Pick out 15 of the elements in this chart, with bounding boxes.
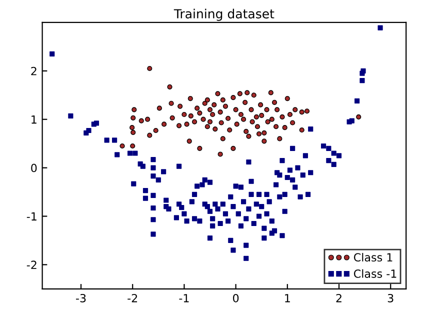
x-tick-label: 1 (285, 294, 290, 302)
y-tick-label: 1 (32, 115, 36, 124)
y-tick-label: -1 (26, 212, 36, 220)
chart-title: Training dataset (174, 8, 274, 21)
x-tick-label: -1 (179, 294, 189, 302)
y-tick-label: 0 (31, 164, 37, 172)
x-tick-label: 2 (336, 294, 342, 302)
x-tick-label: -2 (128, 294, 138, 302)
y-tick-label: -2 (26, 260, 36, 269)
x-tick-label: -3 (76, 294, 86, 302)
x-tick-label: 3 (388, 294, 394, 302)
x-tick-label: 0 (233, 294, 239, 302)
legend-label: Class -1 (354, 269, 396, 278)
y-tick-label: 2 (31, 66, 36, 76)
legend-label: Class 1 (354, 252, 392, 262)
